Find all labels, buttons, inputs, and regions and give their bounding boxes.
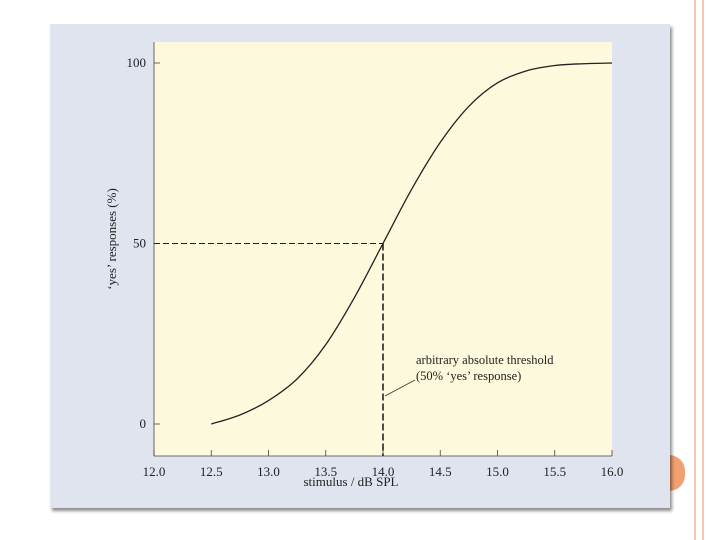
x-tick-label: 13.0	[257, 464, 280, 479]
annotation-leader-line	[384, 379, 416, 397]
x-tick-label: 12.0	[143, 464, 166, 479]
slide-right-border	[688, 0, 720, 540]
threshold-annotation-line1: arbitrary absolute threshold	[416, 353, 554, 367]
x-tick-label: 13.5	[314, 464, 337, 479]
y-tick-label: 0	[140, 416, 147, 431]
figure-panel: 12.0 12.5 13.0 13.5 14.0 14.5 15.0 15.5 16.0 0 50 1…	[50, 24, 670, 508]
x-axis-title: stimulus / dB SPL	[304, 474, 399, 489]
x-tick-label: 15.0	[486, 464, 509, 479]
x-tick-label: 16.0	[601, 464, 624, 479]
border-line-inner	[702, 0, 704, 540]
x-tick-label: 14.0	[372, 464, 395, 479]
threshold-annotation-line2: (50% ‘yes’ response)	[416, 369, 521, 383]
x-tick-label: 15.5	[543, 464, 566, 479]
border-line-outer	[694, 0, 696, 540]
y-axis-title: ‘yes’ responses (%)	[104, 188, 119, 290]
x-tick-label: 14.5	[429, 464, 452, 479]
y-tick-label: 50	[133, 236, 146, 251]
x-tick-label: 12.5	[200, 464, 223, 479]
psychometric-chart: 12.0 12.5 13.0 13.5 14.0 14.5 15.0 15.5 16.0 0 50 1…	[104, 42, 624, 489]
y-tick-label: 100	[127, 55, 147, 70]
slide-marker-shape	[669, 455, 685, 491]
psychometric-curve	[211, 62, 613, 425]
